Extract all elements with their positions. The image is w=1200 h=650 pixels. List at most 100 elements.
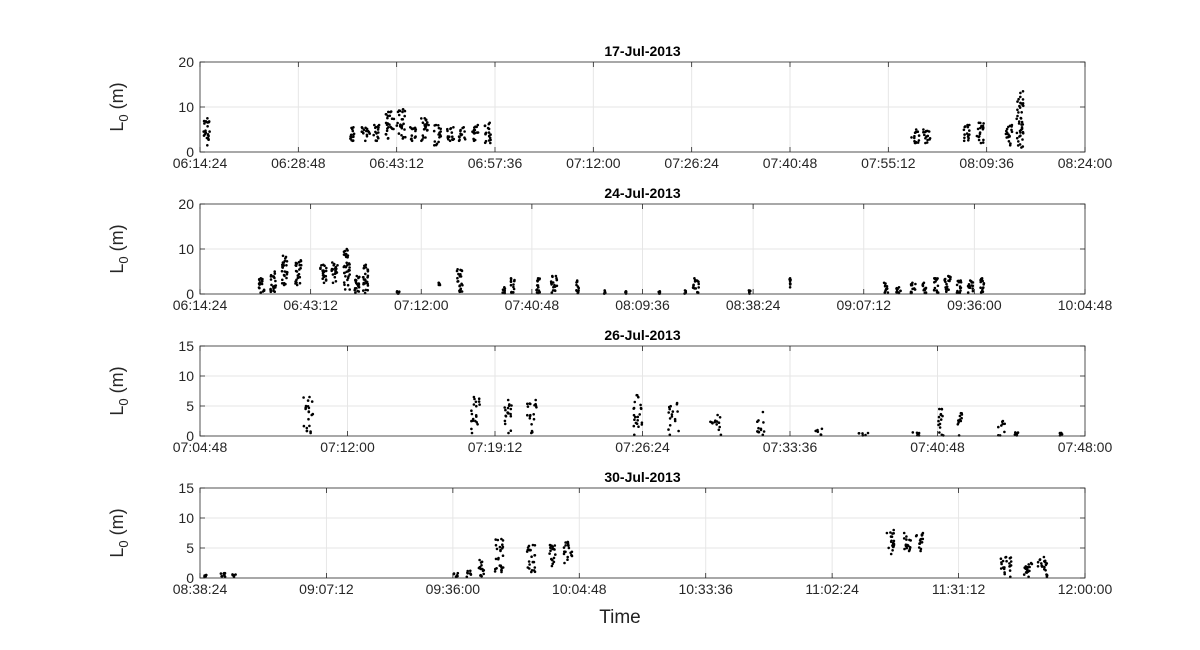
data-point bbox=[552, 547, 555, 551]
data-point bbox=[526, 402, 529, 406]
x-tick-label: 06:43:12 bbox=[283, 297, 338, 313]
data-point bbox=[368, 132, 372, 135]
data-point bbox=[373, 123, 376, 127]
data-point bbox=[638, 413, 641, 416]
data-point bbox=[424, 136, 427, 139]
data-point bbox=[939, 413, 943, 417]
data-point bbox=[207, 134, 210, 138]
data-point bbox=[924, 286, 928, 290]
data-point bbox=[376, 124, 380, 128]
data-point bbox=[1015, 136, 1019, 140]
data-point bbox=[433, 124, 437, 127]
data-point bbox=[397, 132, 401, 135]
data-point bbox=[675, 402, 679, 406]
data-point bbox=[477, 397, 481, 401]
x-tick-label: 09:36:00 bbox=[947, 297, 1002, 313]
data-point bbox=[478, 403, 481, 406]
data-point bbox=[206, 136, 210, 140]
data-point bbox=[282, 273, 286, 277]
data-point bbox=[260, 282, 264, 286]
data-point bbox=[208, 130, 211, 133]
data-point bbox=[935, 277, 939, 281]
data-point bbox=[273, 290, 277, 294]
data-point bbox=[493, 570, 497, 573]
data-point bbox=[535, 291, 539, 294]
data-point bbox=[553, 544, 557, 547]
x-axis-label: Time bbox=[599, 607, 641, 628]
data-point bbox=[487, 122, 491, 126]
data-point bbox=[365, 129, 368, 133]
data-point bbox=[697, 282, 700, 286]
data-point bbox=[1000, 561, 1003, 564]
data-point bbox=[387, 110, 390, 114]
data-point bbox=[566, 541, 569, 545]
data-point bbox=[333, 275, 337, 279]
data-point bbox=[386, 114, 390, 118]
data-point bbox=[567, 544, 570, 548]
data-point bbox=[671, 410, 675, 413]
data-point bbox=[509, 429, 513, 433]
data-point bbox=[473, 128, 477, 132]
data-point bbox=[473, 138, 477, 142]
data-point bbox=[570, 554, 574, 558]
data-point bbox=[965, 132, 969, 135]
data-point bbox=[936, 284, 940, 288]
data-point bbox=[504, 408, 507, 412]
data-point bbox=[284, 255, 288, 259]
data-point bbox=[1018, 143, 1022, 146]
data-point bbox=[385, 129, 389, 133]
data-point bbox=[528, 417, 532, 420]
data-point bbox=[294, 264, 298, 268]
data-point bbox=[756, 420, 759, 424]
data-point bbox=[1038, 558, 1042, 562]
data-point bbox=[452, 137, 456, 141]
data-point bbox=[552, 560, 556, 564]
x-tick-label: 08:09:36 bbox=[959, 155, 1014, 171]
data-point bbox=[959, 419, 963, 423]
data-point bbox=[302, 396, 305, 399]
data-point bbox=[512, 283, 515, 286]
data-point bbox=[1027, 563, 1030, 566]
data-point bbox=[456, 280, 459, 283]
data-point bbox=[446, 129, 449, 133]
x-tick-label: 06:14:24 bbox=[173, 155, 228, 171]
data-point bbox=[285, 260, 289, 263]
data-point bbox=[570, 550, 574, 554]
data-point bbox=[928, 138, 931, 141]
data-point bbox=[350, 136, 353, 139]
data-point bbox=[348, 273, 352, 276]
data-point bbox=[219, 572, 223, 575]
data-point bbox=[959, 289, 962, 292]
data-point bbox=[885, 531, 889, 535]
x-tick-label: 07:40:48 bbox=[505, 297, 560, 313]
data-point bbox=[446, 135, 450, 138]
data-point bbox=[363, 264, 366, 268]
data-point bbox=[346, 249, 349, 252]
y-tick-label: 0 bbox=[186, 570, 194, 586]
x-tick-label: 07:40:48 bbox=[763, 155, 818, 171]
data-point bbox=[530, 569, 534, 572]
data-point bbox=[789, 278, 792, 282]
data-point bbox=[971, 287, 974, 290]
data-point bbox=[538, 290, 541, 294]
data-point bbox=[979, 286, 982, 290]
data-point bbox=[718, 416, 722, 419]
data-point bbox=[999, 567, 1003, 570]
data-point bbox=[577, 290, 580, 294]
data-point bbox=[907, 544, 910, 548]
charts-group: 06:14:24 06:28:48 06:43:12 06:57:36 07:12:00… bbox=[107, 43, 1112, 597]
data-point bbox=[460, 133, 464, 136]
data-point bbox=[366, 276, 369, 279]
data-point bbox=[696, 279, 699, 283]
data-point bbox=[480, 564, 483, 567]
data-point bbox=[307, 417, 310, 421]
data-point bbox=[551, 275, 554, 279]
data-point bbox=[957, 419, 960, 422]
data-point bbox=[1026, 565, 1029, 569]
data-point bbox=[550, 557, 553, 561]
data-point bbox=[205, 120, 208, 124]
data-point bbox=[472, 132, 476, 135]
data-point bbox=[916, 141, 920, 144]
data-point bbox=[956, 279, 960, 283]
data-point bbox=[294, 282, 297, 285]
